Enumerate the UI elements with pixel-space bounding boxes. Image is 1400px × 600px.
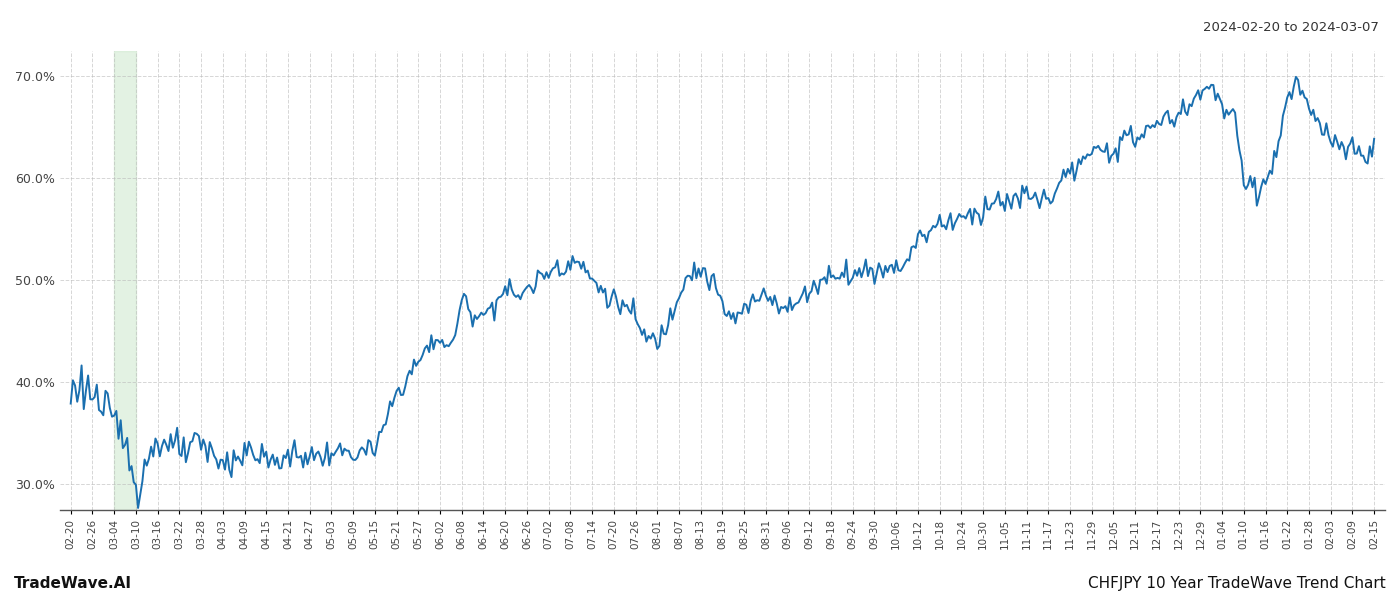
Text: TradeWave.AI: TradeWave.AI: [14, 576, 132, 591]
Bar: [115, 51, 136, 510]
Text: CHFJPY 10 Year TradeWave Trend Chart: CHFJPY 10 Year TradeWave Trend Chart: [1088, 576, 1386, 591]
Text: 2024-02-20 to 2024-03-07: 2024-02-20 to 2024-03-07: [1203, 21, 1379, 34]
